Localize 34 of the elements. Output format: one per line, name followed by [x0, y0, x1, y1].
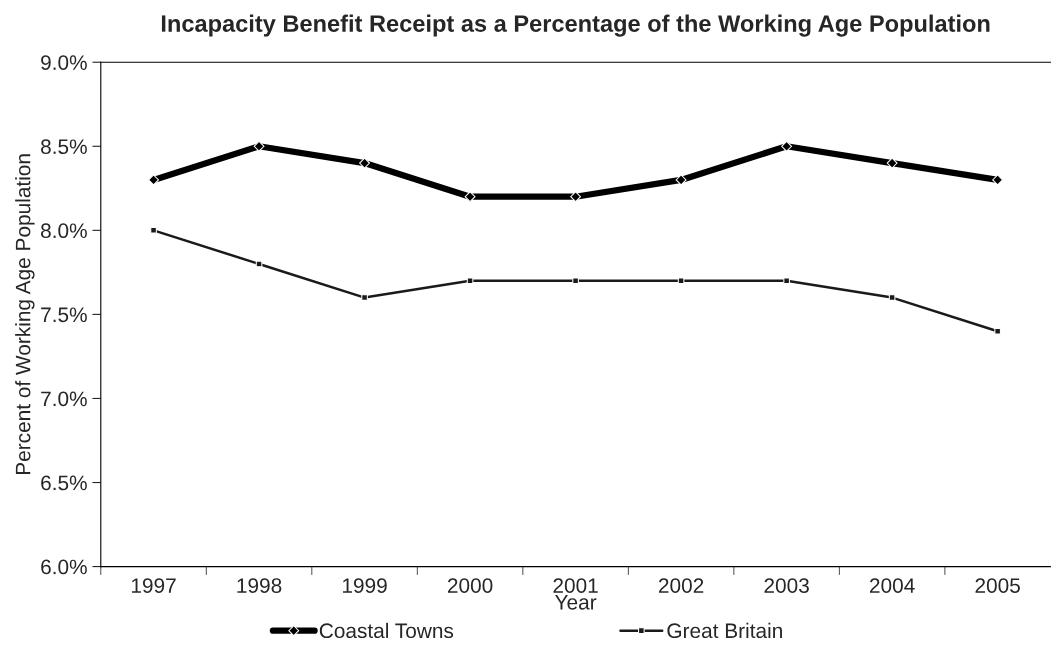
legend-label: Coastal Towns [319, 622, 454, 639]
y-tick-label: 7.0% [41, 391, 87, 407]
x-tick-label: 2005 [975, 578, 1020, 593]
point [675, 174, 687, 186]
x-tick-label: 2001 [553, 578, 598, 593]
x-axis-title: Year [555, 595, 597, 610]
y-tick-label: 7.5% [41, 307, 87, 323]
legend-label: Great Britain [667, 622, 782, 639]
x-tick-label: 1998 [237, 578, 282, 593]
y-tick-label: 8.0% [41, 223, 87, 239]
point [783, 277, 790, 285]
point [888, 294, 896, 301]
point [572, 277, 579, 285]
y-tick-label: 6.0% [41, 559, 87, 575]
x-tick-label: 2004 [870, 578, 915, 593]
y-tick-label: 9.0% [41, 55, 87, 70]
point [464, 191, 476, 203]
y-axis-title: Percent of Working Age Population [15, 154, 35, 475]
y-tick-label: 8.5% [41, 139, 87, 155]
point [150, 227, 157, 234]
point [886, 157, 898, 169]
x-tick-label: 1997 [131, 578, 176, 593]
point [994, 327, 1001, 335]
point [359, 157, 370, 169]
x-tick-label: 1999 [342, 578, 387, 593]
x-tick-label: 2003 [764, 578, 809, 593]
point [253, 140, 265, 152]
x-tick-label: 2000 [447, 578, 493, 593]
point [781, 140, 793, 152]
chart-title: Incapacity Benefit Receipt as a Percentage of the Working Age Population [161, 14, 990, 37]
point [361, 294, 368, 301]
point [570, 191, 582, 203]
y-tick-label: 6.5% [41, 475, 87, 491]
x-tick-label: 2002 [658, 578, 704, 593]
